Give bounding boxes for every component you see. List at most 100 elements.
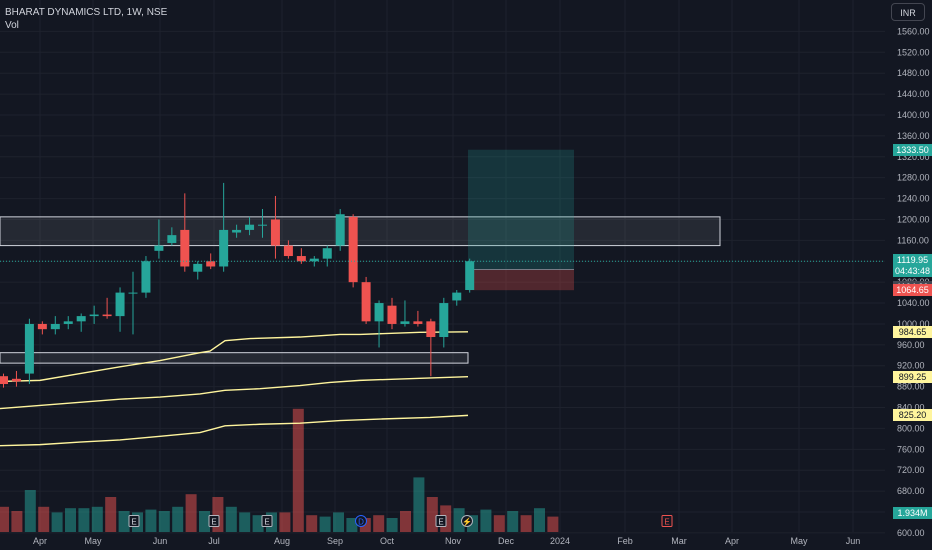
volume-bar xyxy=(507,511,519,532)
candle-body xyxy=(309,258,319,262)
volume-legend[interactable]: Vol xyxy=(5,20,19,31)
price-tick-label: 1400.00 xyxy=(897,110,930,120)
split-marker[interactable]: ⚡ xyxy=(461,515,473,527)
candle-body xyxy=(219,229,229,267)
currency-button[interactable]: INR xyxy=(891,3,925,21)
time-tick-label: Jun xyxy=(846,536,861,546)
position-stop-area xyxy=(468,269,574,291)
candle-body xyxy=(426,321,436,338)
volume-bar xyxy=(38,506,50,532)
candle-body xyxy=(24,323,34,374)
price-tick-label: 880.00 xyxy=(897,382,925,392)
candle-body xyxy=(452,292,462,301)
time-tick-label: Nov xyxy=(445,536,462,546)
volume-bar xyxy=(493,515,505,532)
event-markers[interactable]: E E E D E ⚡ E xyxy=(128,515,673,527)
earnings-marker[interactable]: E xyxy=(128,515,140,527)
candle-body xyxy=(76,316,86,322)
volume-bar xyxy=(239,512,251,532)
time-axis[interactable]: Apr May Jun Jul Aug Sep Oct Nov Dec 2024 Feb Mar Apr… xyxy=(33,536,860,546)
dividend-marker[interactable]: D xyxy=(355,515,367,527)
price-tick-label: 960.00 xyxy=(897,340,925,350)
price-tick-label: 1200.00 xyxy=(897,214,930,224)
price-tick-label: 1520.00 xyxy=(897,47,930,57)
volume-bar xyxy=(453,508,465,532)
earnings-marker[interactable]: E xyxy=(208,515,220,527)
moving-average-line xyxy=(0,331,469,383)
marker-shape xyxy=(208,515,220,527)
volume-bar xyxy=(426,497,438,532)
marker-label: E xyxy=(131,518,136,527)
candle-body xyxy=(102,314,112,317)
volume-bar xyxy=(185,494,197,532)
volume-bar xyxy=(467,515,478,532)
long-position-tool[interactable] xyxy=(468,149,574,291)
stop-price-badge: 1064.65 xyxy=(893,284,932,297)
time-tick-label: Sep xyxy=(327,536,343,546)
volume-bar xyxy=(65,508,76,532)
target-price-badge: 1333.50 xyxy=(893,143,932,156)
earnings-marker[interactable]: E xyxy=(661,515,673,527)
support-resistance-zones[interactable] xyxy=(0,216,721,364)
symbol-title[interactable]: BHARAT DYNAMICS LTD, 1W, NSE xyxy=(5,7,168,18)
price-tick-label: 800.00 xyxy=(897,423,925,433)
marker-label: ⚡ xyxy=(462,517,472,527)
price-tick-label: 1000.00 xyxy=(897,319,930,329)
volume-bar xyxy=(78,508,90,532)
volume-bar xyxy=(319,516,331,532)
volume-bar xyxy=(105,497,117,532)
volume-bar xyxy=(51,512,63,532)
price-tick-label: 1560.00 xyxy=(897,26,930,36)
marker-label: E xyxy=(264,518,269,527)
candle-body xyxy=(232,229,242,233)
price-tick-label: 1280.00 xyxy=(897,173,930,183)
chart-grid xyxy=(0,0,885,534)
volume-bar xyxy=(292,408,304,532)
marker-label: D xyxy=(358,518,364,527)
volume-bar xyxy=(547,516,559,532)
volume-bar xyxy=(91,506,103,532)
marker-label: E xyxy=(438,518,443,527)
candle-body xyxy=(296,256,306,262)
candle-body xyxy=(141,261,151,293)
candle-body xyxy=(167,235,177,243)
marker-shape xyxy=(435,515,447,527)
earnings-marker[interactable]: E xyxy=(435,515,447,527)
time-tick-label: Jun xyxy=(153,536,168,546)
candle-body xyxy=(348,216,358,283)
position-target-area xyxy=(468,149,574,270)
time-tick-label: 2024 xyxy=(550,536,570,546)
time-tick-label: Oct xyxy=(380,536,395,546)
volume-bar xyxy=(386,518,398,532)
candle-body xyxy=(361,282,371,322)
price-tick-label: 1160.00 xyxy=(897,235,929,245)
marker-shape xyxy=(661,515,673,527)
candle-body xyxy=(374,303,384,322)
earnings-marker[interactable]: E xyxy=(261,515,273,527)
volume-bar xyxy=(145,509,157,532)
volume-bar xyxy=(373,515,385,532)
volume-bar xyxy=(252,515,264,532)
ma3-value-badge: 825.20 xyxy=(893,409,932,422)
candle-body xyxy=(258,224,267,226)
time-tick-label: Apr xyxy=(33,536,47,546)
marker-shape xyxy=(261,515,273,527)
volume-bar xyxy=(199,511,210,532)
volume-bar xyxy=(333,512,344,532)
time-tick-label: Dec xyxy=(498,536,515,546)
price-tick-label: 760.00 xyxy=(897,444,925,454)
moving-average-line xyxy=(0,414,469,447)
price-tick-label: 1320.00 xyxy=(897,152,930,162)
volume-bar xyxy=(11,511,23,532)
price-tick-label: 680.00 xyxy=(897,486,925,496)
moving-average-line xyxy=(0,376,469,410)
candle-body xyxy=(465,261,475,290)
volume-bar xyxy=(279,512,291,532)
price-tick-label: 720.00 xyxy=(897,465,925,475)
time-tick-label: Feb xyxy=(617,536,633,546)
candle-body xyxy=(439,303,449,338)
last-price-badge: 1119.95 xyxy=(893,254,932,267)
time-tick-label: Mar xyxy=(671,536,687,546)
price-tick-label: 1480.00 xyxy=(897,68,930,78)
